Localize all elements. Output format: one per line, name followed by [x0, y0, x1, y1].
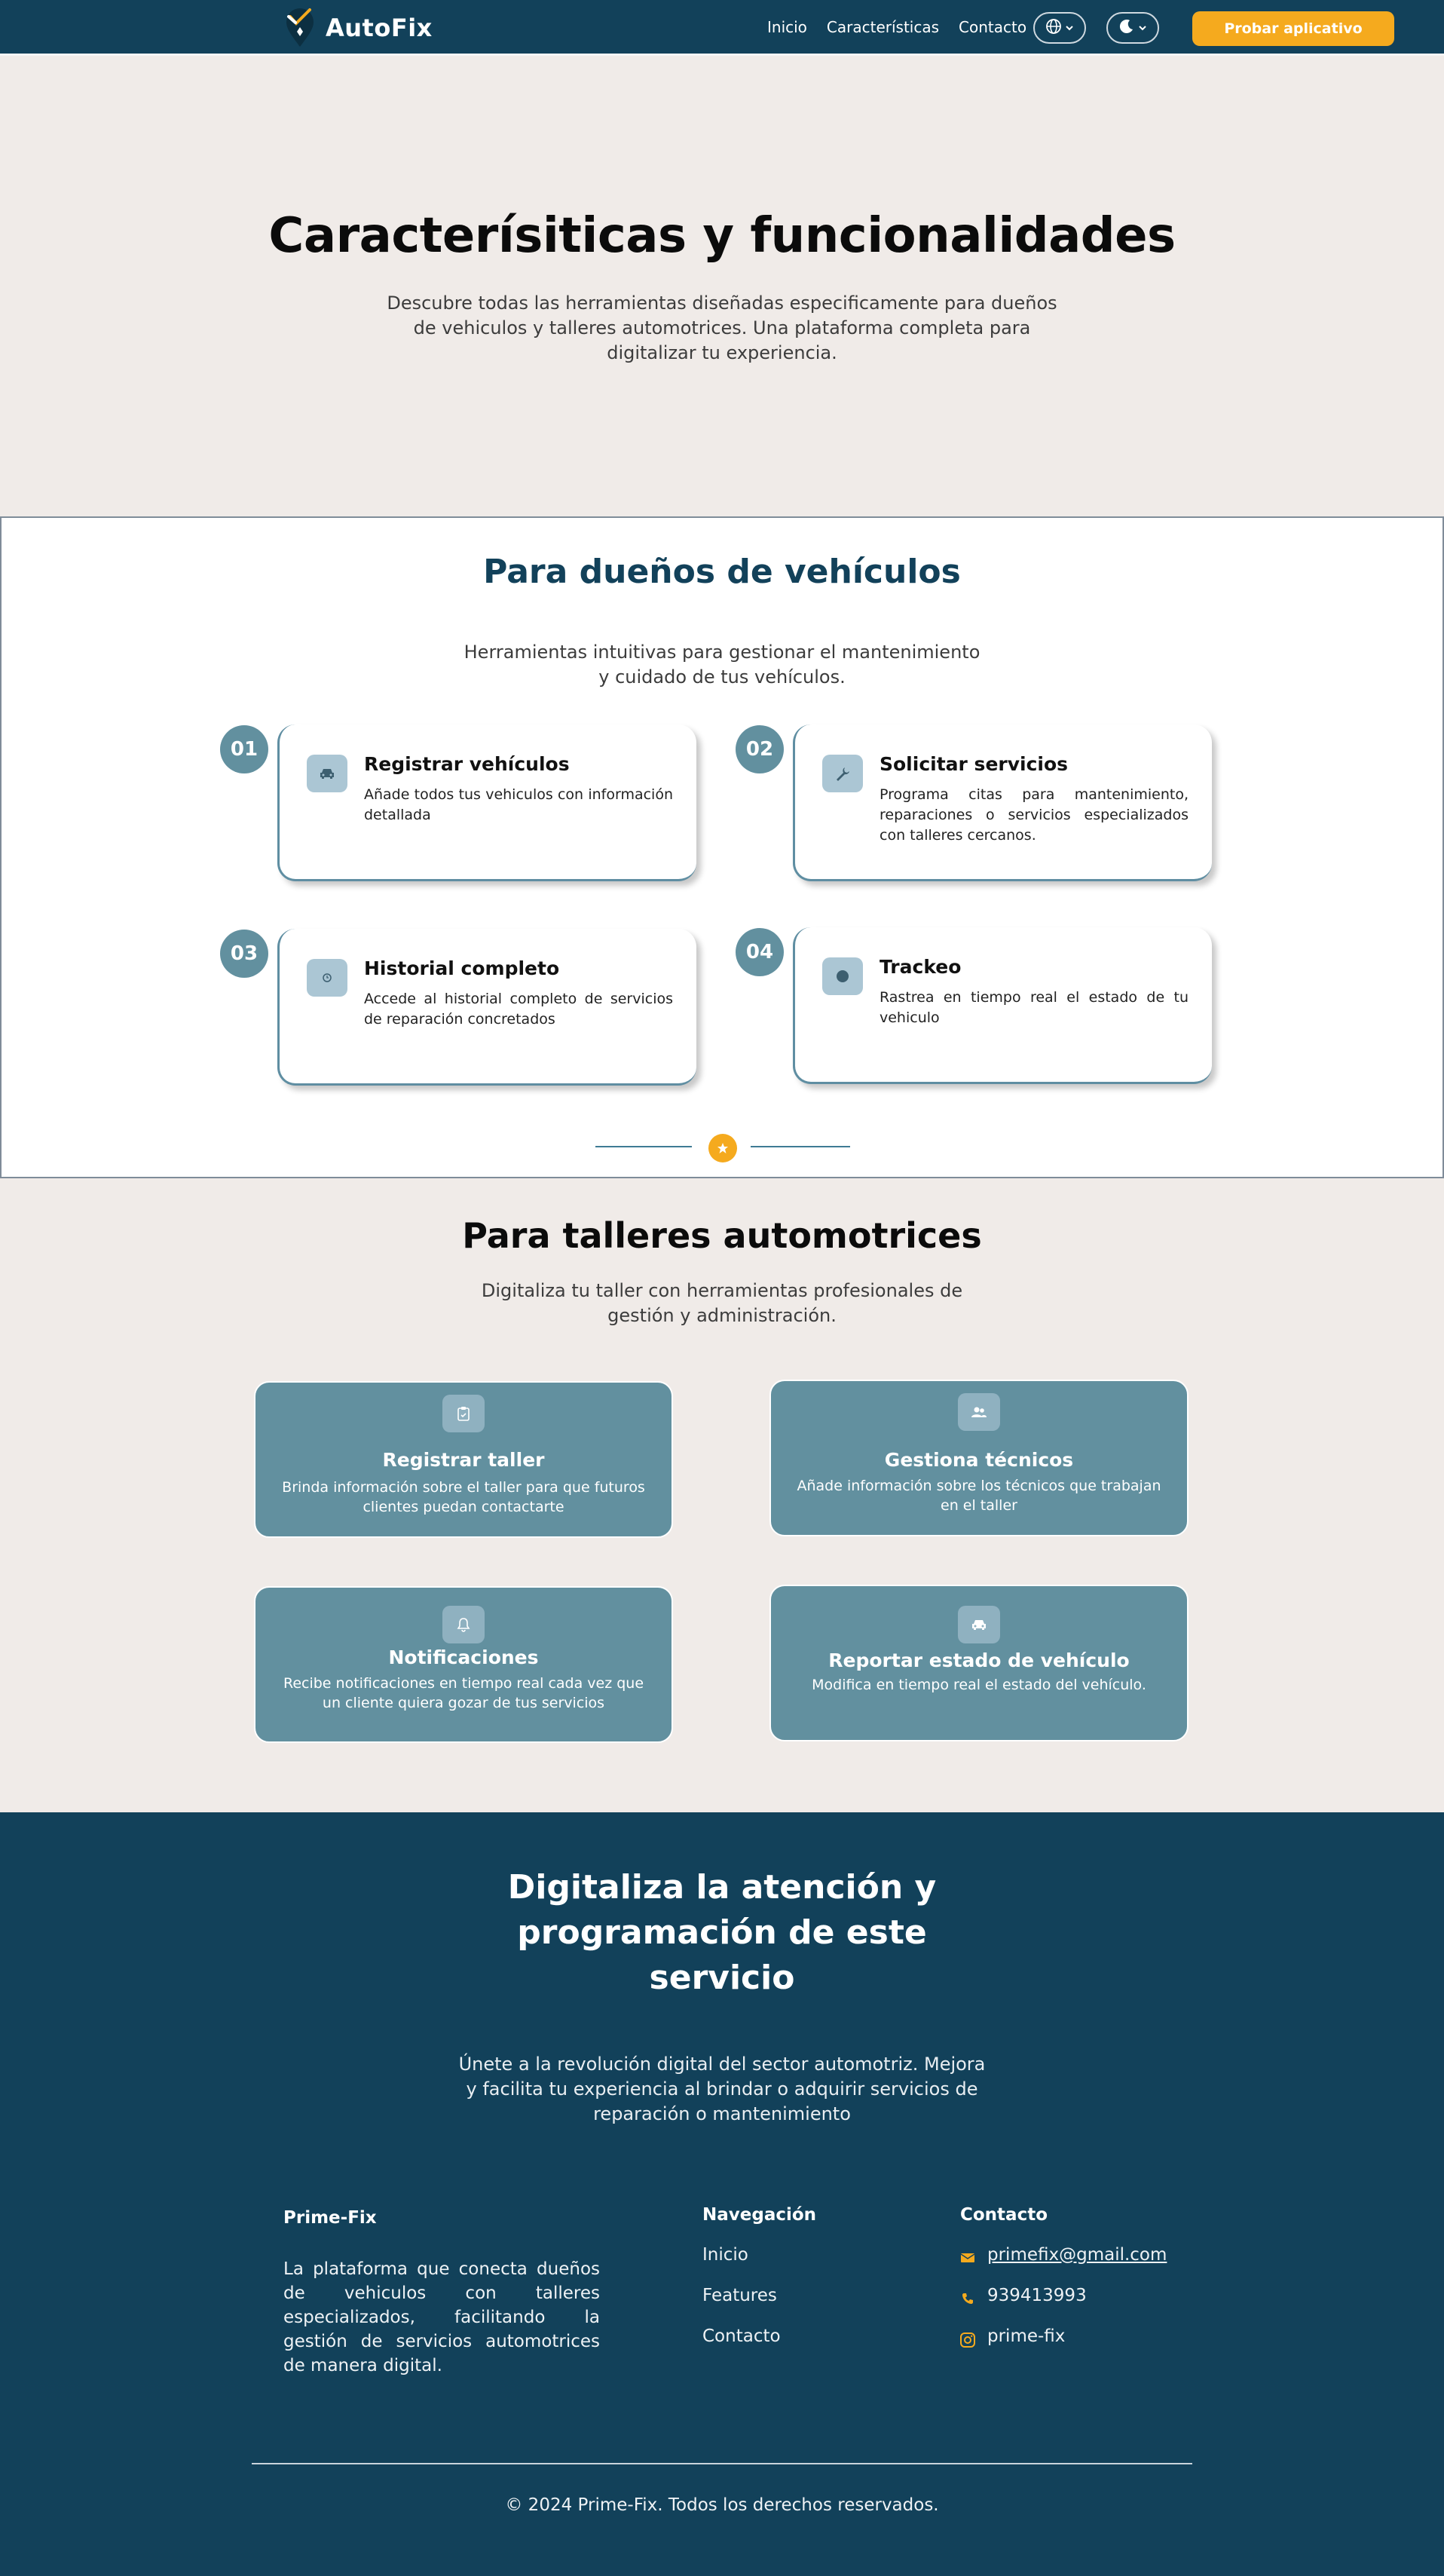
- clipboard-icon: [442, 1395, 485, 1432]
- mail-icon: [959, 2249, 977, 2267]
- owners-section: Para dueños de vehículos Herramientas in…: [0, 516, 1444, 1178]
- feature-card-solicitar-servicios: Solicitar servicios Programa citas para …: [793, 724, 1212, 881]
- step-number-badge: 01: [220, 725, 268, 773]
- bell-icon: [442, 1606, 485, 1643]
- logo-pin-icon: [285, 8, 315, 48]
- step-number-badge: 03: [220, 930, 268, 978]
- instagram-icon: [959, 2331, 977, 2349]
- feature-description: Programa citas para mantenimiento, repar…: [880, 786, 1189, 844]
- nav-link-caracteristicas[interactable]: Características: [826, 18, 940, 36]
- footer-link-inicio[interactable]: Inicio: [702, 2245, 748, 2265]
- feature-title: Solicitar servicios: [880, 753, 1069, 775]
- page-subtitle: Descubre todas las herramientas diseñada…: [387, 293, 1057, 363]
- workshop-card-gestiona-tecnicos: Gestiona técnicos Añade información sobr…: [769, 1380, 1189, 1536]
- footer-email-link[interactable]: primefix@gmail.com: [987, 2245, 1167, 2265]
- workshop-card-description: Brinda información sobre el taller para …: [282, 1479, 645, 1515]
- feature-title: Trackeo: [880, 956, 962, 978]
- footer-cta-subtitle: Únete a la revolución digital del sector…: [458, 2054, 986, 2124]
- nav-link-inicio[interactable]: Inicio: [767, 18, 807, 36]
- language-selector[interactable]: [1033, 12, 1086, 44]
- workshop-card-notificaciones: Notificaciones Recibe notificaciones en …: [254, 1586, 673, 1743]
- owners-subtitle: Herramientas intuitivas para gestionar e…: [463, 642, 981, 688]
- workshop-card-title: Gestiona técnicos: [884, 1449, 1074, 1471]
- footer-brand: Prime-Fix: [283, 2208, 377, 2228]
- nav-links: Inicio Características Contacto: [767, 18, 1026, 36]
- page-title: Caracterísiticas y funcionalidades: [268, 208, 1176, 264]
- feature-description: Rastrea en tiempo real el estado de tu v…: [880, 989, 1189, 1026]
- footer-divider: [252, 2463, 1192, 2464]
- footer-copyright: © 2024 Prime-Fix. Todos los derechos res…: [505, 2495, 939, 2515]
- feature-title: Historial completo: [364, 957, 560, 979]
- clock-icon: [307, 959, 347, 997]
- phone-icon: [959, 2290, 977, 2308]
- globe-icon: [1045, 18, 1062, 38]
- step-number-badge: 02: [736, 725, 784, 773]
- workshop-card-title: Reportar estado de vehículo: [828, 1649, 1130, 1671]
- try-app-button[interactable]: Probar aplicativo: [1192, 11, 1394, 46]
- divider-line-left: [595, 1146, 692, 1147]
- footer-cta-title: Digitaliza la atención y programación de…: [507, 1868, 937, 1997]
- footer-nav-title: Navegación: [702, 2205, 817, 2225]
- workshop-card-description: Modifica en tiempo real el estado del ve…: [812, 1677, 1146, 1693]
- footer-brand-description: La plataforma que conecta dueños de vehi…: [283, 2259, 600, 2375]
- star-icon: [708, 1134, 737, 1162]
- chevron-down-icon: [1065, 21, 1074, 35]
- workshop-card-registrar-taller: Registrar taller Brinda información sobr…: [254, 1381, 673, 1538]
- workshop-card-title: Notificaciones: [388, 1646, 539, 1668]
- top-navbar: AutoFix Inicio Características Contacto …: [0, 0, 1444, 56]
- owners-title: Para dueños de vehículos: [483, 553, 961, 591]
- feature-card-trackeo: Trackeo Rastrea en tiempo real el estado…: [793, 927, 1212, 1084]
- feature-title: Registrar vehículos: [364, 753, 570, 775]
- step-number-badge: 04: [736, 928, 784, 976]
- car-icon: [307, 755, 347, 792]
- users-icon: [958, 1393, 1000, 1431]
- workshop-card-title: Registrar taller: [382, 1449, 545, 1471]
- footer-link-features[interactable]: Features: [702, 2286, 777, 2305]
- moon-icon: [1118, 18, 1135, 38]
- feature-card-registrar-vehiculos: Registrar vehículos Añade todos tus vehi…: [277, 724, 696, 881]
- feature-card-historial-completo: Historial completo Accede al historial c…: [277, 929, 696, 1086]
- workshop-card-reportar-estado: Reportar estado de vehículo Modifica en …: [769, 1585, 1189, 1741]
- feature-description: Añade todos tus vehiculos con informació…: [364, 786, 673, 823]
- location-dot-icon: [822, 957, 863, 995]
- workshop-card-description: Recibe notificaciones en tiempo real cad…: [283, 1675, 644, 1711]
- workshops-title: Para talleres automotrices: [462, 1215, 982, 1256]
- workshop-card-description: Añade información sobre los técnicos que…: [797, 1478, 1161, 1514]
- nav-link-contacto[interactable]: Contacto: [959, 18, 1027, 36]
- footer: Digitaliza la atención y programación de…: [0, 1812, 1444, 2576]
- workshops-subtitle: Digitaliza tu taller con herramientas pr…: [481, 1280, 963, 1326]
- chevron-down-icon: [1138, 21, 1147, 35]
- theme-toggle[interactable]: [1106, 12, 1159, 44]
- car-icon: [958, 1606, 1000, 1643]
- footer-phone: 939413993: [987, 2286, 1087, 2305]
- logo[interactable]: AutoFix: [285, 8, 433, 48]
- wrench-icon: [822, 755, 863, 792]
- feature-description: Accede al historial completo de servicio…: [364, 991, 673, 1028]
- brand-name: AutoFix: [326, 14, 433, 42]
- footer-link-contacto[interactable]: Contacto: [702, 2326, 781, 2346]
- divider-line-right: [751, 1146, 850, 1147]
- footer-contact-title: Contacto: [960, 2205, 1048, 2225]
- footer-instagram-link[interactable]: prime-fix: [987, 2326, 1066, 2346]
